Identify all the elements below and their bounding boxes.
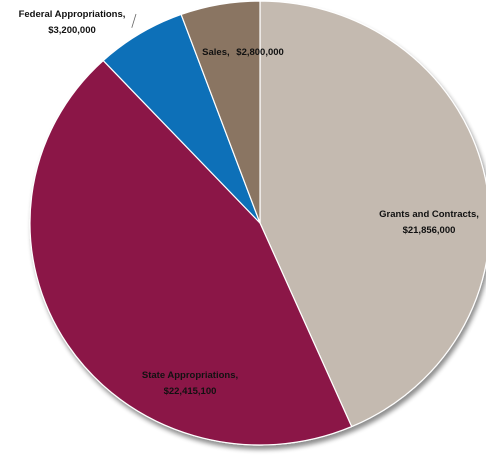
label-sales: Sales, $2,800,000 [202, 47, 284, 58]
slice-grants-and-contracts [259, 0, 486, 428]
label-grants-value: $21,856,000 [403, 225, 456, 236]
slice-state-appropriations [29, 59, 353, 446]
label-sales-value: $2,800,000 [236, 47, 284, 58]
label-federal-name: Federal Appropriations, [19, 9, 126, 20]
federal-leader-line [131, 13, 137, 28]
label-grants-name: Grants and Contracts, [379, 209, 479, 220]
label-state-name: State Appropriations, [142, 370, 238, 381]
label-federal-value: $3,200,000 [48, 25, 96, 36]
label-state-value: $22,415,100 [164, 386, 217, 397]
slice-sales [180, 0, 261, 224]
label-sales-name: Sales, [202, 47, 229, 58]
